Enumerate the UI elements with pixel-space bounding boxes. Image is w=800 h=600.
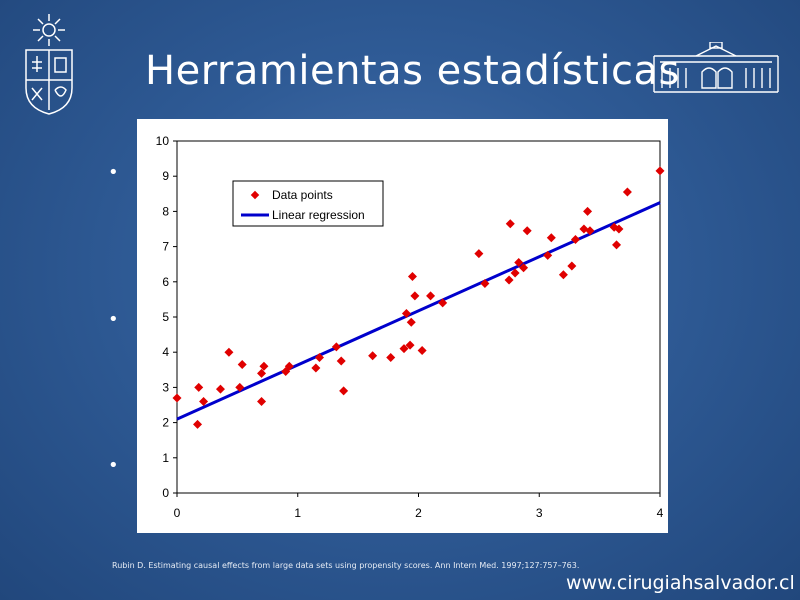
y-tick-label: 10 <box>156 134 170 148</box>
data-point <box>543 250 553 260</box>
data-point <box>407 272 417 282</box>
citation: Rubin D. Estimating causal effects from … <box>112 561 580 570</box>
data-point <box>410 291 420 301</box>
data-point <box>505 219 515 229</box>
data-point <box>522 226 532 236</box>
university-seal-logo <box>25 14 73 115</box>
data-point <box>474 249 484 259</box>
x-tick-label: 0 <box>174 506 181 520</box>
bullet-2: • <box>108 309 119 330</box>
data-point <box>614 224 624 234</box>
data-point <box>583 206 593 216</box>
x-tick-label: 4 <box>657 506 664 520</box>
data-point <box>386 352 396 362</box>
data-point <box>426 291 436 301</box>
data-point <box>172 393 182 403</box>
data-point <box>215 384 225 394</box>
data-point <box>401 308 411 318</box>
y-tick-label: 2 <box>162 416 169 430</box>
data-point <box>546 233 556 243</box>
data-point <box>339 386 349 396</box>
building-facade-logo <box>653 42 779 93</box>
chart-panel: 0 1 2 3 4 5 6 7 8 9 10 0 1 2 3 4 Data points Linear reg… <box>137 119 668 533</box>
data-point <box>257 368 267 378</box>
data-point <box>622 187 632 197</box>
y-tick-label: 9 <box>162 169 169 183</box>
data-point <box>405 340 415 350</box>
y-tick-label: 7 <box>162 240 169 254</box>
data-point <box>194 382 204 392</box>
data-point <box>558 270 568 280</box>
data-point <box>514 257 524 267</box>
data-point <box>314 352 324 362</box>
data-point <box>257 396 267 406</box>
data-point <box>612 240 622 250</box>
data-point <box>417 345 427 355</box>
chart-legend: Data points Linear regression <box>232 180 384 227</box>
x-tick-label: 2 <box>415 506 422 520</box>
x-tick-label: 1 <box>294 506 301 520</box>
data-point <box>504 275 514 285</box>
data-point <box>336 356 346 366</box>
website-url: www.cirugiahsalvador.cl <box>566 572 795 594</box>
y-tick-label: 5 <box>162 310 169 324</box>
data-point <box>399 344 409 354</box>
data-point <box>570 235 580 245</box>
data-point <box>585 226 595 236</box>
legend-label-data-points: Data points <box>272 188 333 202</box>
data-point <box>284 361 294 371</box>
data-point <box>193 419 203 429</box>
data-point <box>368 351 378 361</box>
slide-title: Herramientas estadísticas <box>145 48 680 94</box>
data-point <box>438 298 448 308</box>
data-point <box>406 317 416 327</box>
data-point <box>311 363 321 373</box>
bullet-3: • <box>108 455 119 476</box>
regression-line <box>176 201 661 421</box>
data-point <box>237 360 247 370</box>
y-tick-label: 3 <box>162 380 169 394</box>
y-tick-label: 6 <box>162 275 169 289</box>
data-point <box>259 361 269 371</box>
data-point <box>567 261 577 271</box>
y-tick-label: 0 <box>162 486 169 500</box>
data-point <box>331 342 341 352</box>
legend-box <box>232 180 384 227</box>
data-point <box>235 382 245 392</box>
y-tick-label: 4 <box>162 345 169 359</box>
data-point <box>655 166 665 176</box>
y-tick-label: 1 <box>162 451 169 465</box>
x-tick-label: 3 <box>536 506 543 520</box>
legend-label-linear-regression: Linear regression <box>272 208 365 222</box>
scatter-chart: 0 1 2 3 4 5 6 7 8 9 10 0 1 2 3 4 Data points Linear reg… <box>156 134 665 520</box>
data-point <box>519 263 529 273</box>
legend-marker-data-points <box>250 190 260 200</box>
data-point <box>224 347 234 357</box>
bullet-1: • <box>108 162 119 183</box>
data-point <box>480 279 490 289</box>
data-point <box>199 396 209 406</box>
y-tick-label: 8 <box>162 204 169 218</box>
